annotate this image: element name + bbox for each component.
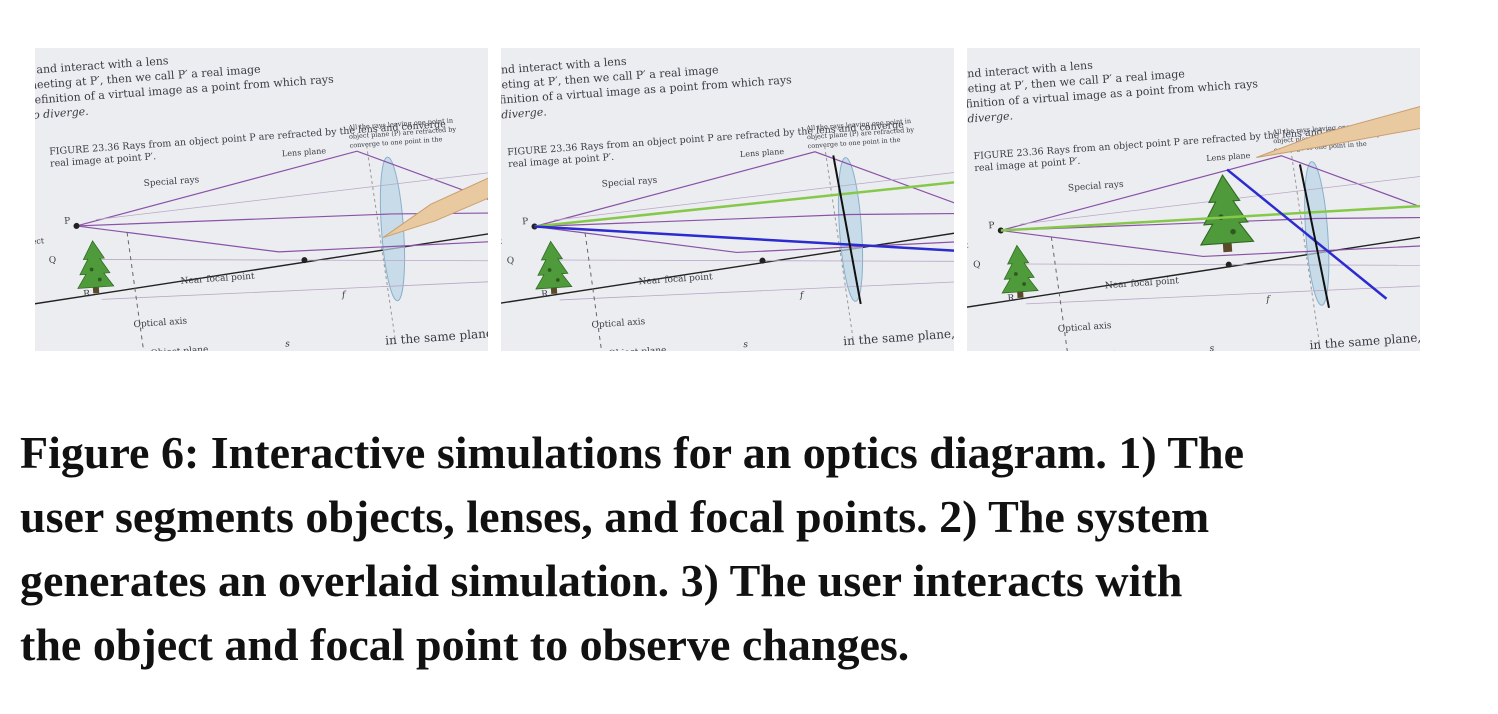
ray <box>1000 216 1420 232</box>
caption: Figure 6: Interactive simulations for an… <box>20 427 1244 670</box>
focal-point <box>301 257 308 264</box>
photo-text: s <box>285 339 291 349</box>
photo-text: f <box>799 291 806 301</box>
photo-text: Object plane <box>608 346 666 360</box>
tree-dot <box>1230 228 1236 235</box>
tree-dot <box>1022 282 1026 286</box>
photo-text: P <box>64 216 71 226</box>
tree-body <box>535 240 573 290</box>
photo-text: Special rays <box>601 176 658 190</box>
pencil <box>1256 105 1420 158</box>
sim-ray-blue <box>1226 168 1388 300</box>
paper-background <box>967 48 1420 351</box>
photo-text: Lens plane <box>282 146 327 158</box>
photo-text: R <box>1007 294 1015 304</box>
tree-dot <box>555 278 560 282</box>
object-plane <box>1050 236 1072 351</box>
ray <box>1000 155 1420 232</box>
caption-line: generates an overlaid simulation. 3) The… <box>20 555 1182 606</box>
object-point <box>73 222 80 229</box>
tree-body <box>77 240 115 289</box>
tree-dot <box>97 277 102 282</box>
sim-image <box>832 155 862 305</box>
tree-body <box>1199 173 1255 246</box>
tree-object <box>77 240 115 294</box>
sim-ray-green <box>534 180 954 228</box>
sim-ray-blue <box>534 225 954 253</box>
photo-text: Lens plane <box>1206 151 1251 163</box>
photo-text: P <box>988 221 995 231</box>
focal-point <box>759 257 766 264</box>
object-plane <box>584 232 606 351</box>
photo-text: Q <box>973 260 981 270</box>
object-plane <box>126 232 148 351</box>
pencil <box>382 170 488 239</box>
photo-text: to diverge. <box>953 109 1014 126</box>
photo-text: Q <box>49 255 57 265</box>
ray-faint <box>554 171 954 221</box>
tree-body <box>1001 244 1039 294</box>
lens-plane <box>366 145 396 340</box>
sim-image <box>1298 164 1330 308</box>
ray <box>534 151 954 228</box>
caption-line: Figure 6: Interactive simulations for an… <box>20 427 1244 478</box>
tree-dot <box>547 268 552 272</box>
photo-text: Special rays <box>143 175 200 189</box>
photo-text: Optical axis <box>591 317 646 331</box>
tree-object <box>535 240 573 294</box>
ray <box>1000 229 1420 258</box>
photo-text: to diverge. <box>486 105 547 122</box>
optical-axis <box>501 230 954 306</box>
photo-text: R <box>83 289 91 299</box>
ray <box>534 225 954 254</box>
tree-dot <box>89 267 94 272</box>
ray-faint <box>559 280 954 301</box>
tree-object <box>1001 244 1039 298</box>
photo-text: Object <box>17 236 45 247</box>
photo-text: f <box>341 290 348 300</box>
photo-text: s <box>743 340 749 350</box>
photo-text: Object plane <box>1075 350 1133 364</box>
ray <box>76 150 488 227</box>
ray <box>76 212 488 227</box>
photo-text: Object <box>475 237 503 248</box>
photo-text: f <box>1265 295 1272 305</box>
ray <box>534 212 954 228</box>
ray <box>76 225 488 253</box>
photo-text: Optical axis <box>1058 321 1113 335</box>
tree-dot <box>1013 272 1018 276</box>
ray-faint <box>1025 284 1420 305</box>
photo-text: Object plane <box>150 345 208 359</box>
ray-faint <box>96 170 488 220</box>
optical-axis <box>967 234 1420 310</box>
photo-text: Special rays <box>1068 180 1125 194</box>
photo-text: Optical axis <box>133 316 188 330</box>
caption-line: the object and focal point to observe ch… <box>20 619 909 670</box>
lens-plane <box>1290 149 1320 344</box>
photo-text: Lens plane <box>740 147 785 159</box>
focal-point <box>1225 261 1232 268</box>
photo-text: s <box>1209 344 1215 354</box>
photo-text: Object <box>942 241 970 252</box>
caption-line: user segments objects, lenses, and focal… <box>20 491 1209 542</box>
ray-faint <box>101 280 488 300</box>
photo-text: R <box>541 290 549 300</box>
photo-text: Q <box>507 256 515 266</box>
optical-axis <box>35 230 488 305</box>
photo-text: to diverge. <box>28 105 89 122</box>
photo-text: P <box>522 217 529 227</box>
sim-ray-green <box>1000 204 1420 232</box>
